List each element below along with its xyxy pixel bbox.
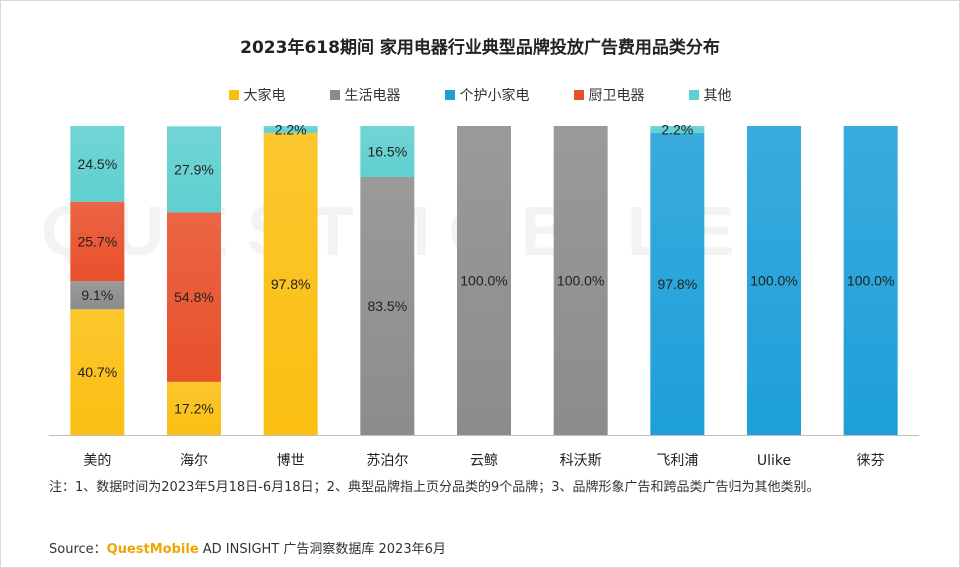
data-label: 100.0% [557,273,604,289]
bar-segment [553,126,608,435]
data-label: 100.0% [460,273,507,289]
bar-segment [360,176,415,436]
bar-segment [650,126,705,133]
data-label: 16.5% [367,143,407,159]
source-label: Source： [49,542,107,557]
legend-swatch [573,90,584,100]
legend-swatch [228,90,239,100]
category-tick-label: 美的 [83,453,111,469]
bar-segment [843,126,898,435]
source-brand: QuestMobile [106,542,199,557]
legend-item: 生活电器 [329,85,401,105]
bar-segment [650,132,705,435]
category-tick-label: 海尔 [180,453,208,469]
category-tick-label: 博世 [277,452,305,469]
footnote: 注：1、数据时间为2023年5月18日-6月18日；2、典型品牌指上页分品类的9… [49,480,820,495]
data-label: 25.7% [77,233,117,249]
data-label: 17.2% [174,400,214,416]
data-label: 2.2% [661,121,693,137]
legend-label: 其他 [703,88,732,104]
legend-item: 大家电 [228,85,286,105]
chart-title: 2023年618期间 家用电器行业典型品牌投放广告费用品类分布 [240,38,720,58]
source-line: Source：QuestMobile AD INSIGHT 广告洞察数据库 20… [49,538,446,557]
bar-segment [70,281,125,310]
legend-item: 厨卫电器 [573,85,645,105]
bar-segment [457,126,511,435]
legend-item: 个护小家电 [444,85,530,105]
legend-label: 生活电器 [344,88,401,104]
category-tick-label: 科沃斯 [560,453,602,469]
bar-segment [263,132,318,435]
category-tick-label: 徕芬 [857,453,885,469]
legend: 大家电 生活电器 个护小家电 厨卫电器 其他 [1,85,959,105]
legend-swatch [444,90,455,100]
bar-segment [167,381,221,435]
data-label: 9.1% [81,287,113,303]
bar-segment [70,126,125,202]
legend-swatch [329,90,340,100]
data-label: 100.0% [750,273,797,289]
data-label: 97.8% [657,276,697,292]
data-label: 27.9% [174,161,214,177]
legend-item: 其他 [688,85,732,105]
data-label: 97.8% [271,276,311,292]
bar-segment [167,212,221,382]
category-tick-label: Ulike [757,453,791,469]
bar-segment [360,126,415,177]
category-tick-label: 云鲸 [470,453,498,469]
data-label: 83.5% [367,298,407,314]
stacked-bar-chart: 40.7% 9.1% 25.7% 24.5% 美的 17.2% 54.8% 27.9% 海尔 97… [49,121,919,469]
bar-segment [747,126,801,435]
bar-segment [167,126,221,213]
legend-label: 个护小家电 [459,88,530,104]
category-tick-label: 苏泊尔 [366,453,408,469]
legend-label: 厨卫电器 [588,88,645,104]
legend-label: 大家电 [243,88,286,104]
data-label: 40.7% [77,364,117,380]
category-tick-label: 飞利浦 [656,453,698,469]
bar-segment [70,201,125,282]
data-label: 100.0% [847,273,894,289]
bar-segment [263,126,318,133]
legend-swatch [688,90,699,100]
data-label: 54.8% [174,289,214,305]
bar-segment [70,309,125,435]
source-text: AD INSIGHT 广告洞察数据库 2023年6月 [198,542,446,557]
data-label: 2.2% [275,121,307,137]
data-label: 24.5% [77,156,117,172]
